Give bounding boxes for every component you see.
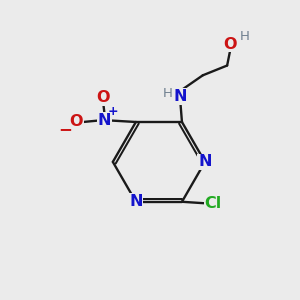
Text: −: − (58, 120, 72, 138)
Text: Cl: Cl (205, 196, 222, 211)
Text: N: N (198, 154, 212, 169)
Text: O: O (70, 115, 83, 130)
Text: N: N (174, 89, 187, 104)
Text: N: N (129, 194, 142, 209)
Text: O: O (96, 90, 110, 105)
Text: +: + (108, 105, 118, 118)
Text: H: H (163, 87, 173, 100)
Text: H: H (240, 30, 250, 43)
Text: N: N (98, 113, 111, 128)
Text: O: O (224, 37, 237, 52)
